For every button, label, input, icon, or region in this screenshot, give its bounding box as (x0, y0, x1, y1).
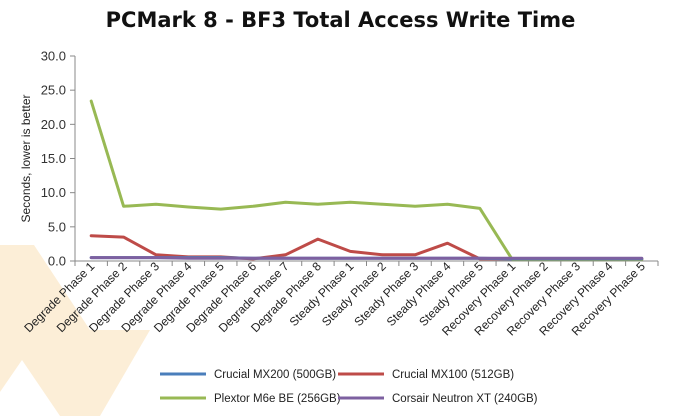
y-tick-label: 20.0 (41, 117, 66, 132)
y-tick-label: 25.0 (41, 83, 66, 98)
legend-label-2: Plextor M6e BE (256GB) (214, 393, 341, 405)
y-tick-label: 30.0 (41, 49, 66, 64)
series-line-2 (89, 99, 644, 262)
legend-label-3: Corsair Neutron XT (240GB) (392, 393, 538, 405)
watermark-logo (0, 245, 150, 416)
legend: Crucial MX200 (500GB) Crucial MX100 (512G… (160, 369, 538, 405)
series-line-3 (89, 256, 644, 260)
chart-title: PCMark 8 - BF3 Total Access Write Time (105, 8, 576, 32)
y-tick-label: 5.0 (48, 219, 66, 234)
y-tick-label: 10.0 (41, 185, 66, 200)
y-axis-label: Seconds, lower is better (19, 94, 33, 222)
legend-label-1: Crucial MX100 (512GB) (392, 369, 514, 381)
y-tick-label: 15.0 (41, 151, 66, 166)
y-tick-label: 0.0 (48, 254, 66, 269)
legend-label-0: Crucial MX200 (500GB) (214, 369, 336, 381)
series-line-1 (89, 234, 644, 261)
